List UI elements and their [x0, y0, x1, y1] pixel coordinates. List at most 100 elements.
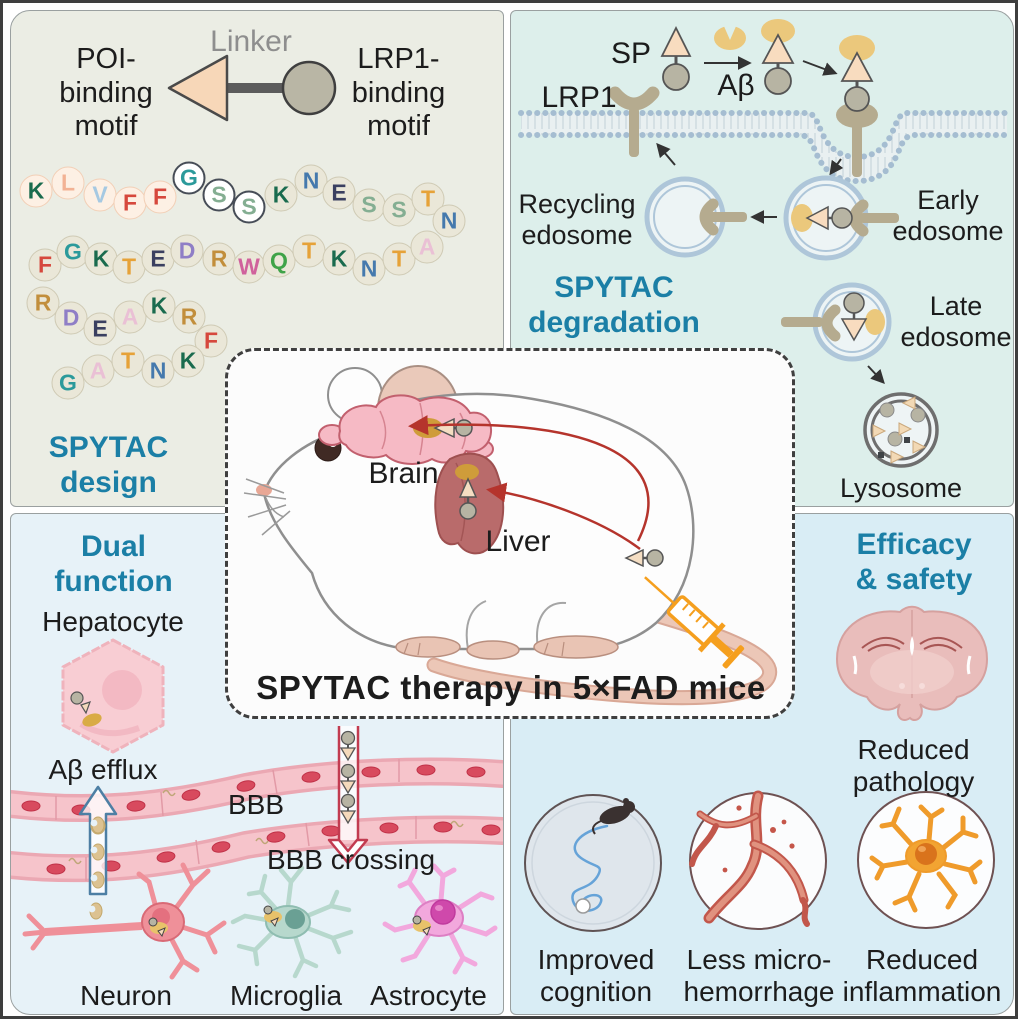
residue-T: T — [292, 234, 326, 268]
residue-G: G — [56, 235, 90, 269]
brain-label: Brain — [368, 457, 439, 490]
poi-triangle-icon — [167, 54, 229, 122]
residue-S: S — [352, 188, 386, 222]
abeta-blob-icon — [714, 24, 746, 50]
syringe-icon — [644, 576, 745, 669]
residue-V: V — [83, 178, 117, 212]
binding-arrow — [802, 60, 838, 76]
efficacy-graphic — [524, 605, 995, 932]
lrp1-binding-motif-label: LRP1- binding motif — [351, 43, 446, 143]
residue-W: W — [232, 250, 266, 284]
mouse-liver-icon — [434, 452, 505, 555]
dual-function-title: Dual function — [54, 530, 173, 598]
hepatocyte-icon — [61, 638, 165, 754]
receptor-return-arrow — [656, 142, 676, 166]
residue-D: D — [170, 234, 204, 268]
poi-binding-motif-label: POI- binding motif — [59, 43, 153, 143]
residue-N: N — [432, 204, 466, 238]
linker-bar — [224, 83, 304, 93]
residue-S: S — [382, 193, 416, 227]
residue-K: K — [322, 242, 356, 276]
arrow-to-brain — [408, 415, 650, 542]
microglia-icon — [230, 865, 354, 979]
residue-N: N — [352, 252, 386, 286]
residue-S: S — [232, 190, 266, 224]
neuron-label: Neuron — [80, 980, 172, 1011]
lrp1-receptor-icon — [608, 86, 660, 157]
lysosome-label: Lysosome — [839, 473, 963, 503]
efficacy-safety-title: Efficacy & safety — [855, 528, 973, 596]
lrp1-circle-icon — [281, 60, 337, 116]
improved-cognition-label: Improved cognition — [537, 944, 655, 1008]
residue-K: K — [264, 178, 298, 212]
residue-N: N — [141, 354, 175, 388]
abeta-efflux-arrow — [78, 785, 118, 920]
residue-K: K — [84, 242, 118, 276]
residue-T: T — [112, 250, 146, 284]
bbb-crossing-label: BBB crossing — [266, 844, 436, 875]
residue-F: F — [113, 186, 147, 220]
bbb-crossing-arrow — [327, 726, 369, 865]
residue-G: G — [172, 161, 206, 195]
spytac-degradation-title: SPYTAC degradation — [528, 271, 700, 339]
late-endosome-icon — [781, 282, 892, 362]
recycling-edosome-label: Recycling edosome — [518, 189, 636, 251]
residue-G: G — [51, 366, 85, 400]
injected-spytac-icon — [624, 548, 664, 568]
early-edosome-label: Early edosome — [892, 185, 1004, 247]
residue-Q: Q — [262, 244, 296, 278]
brain-section-icon — [835, 605, 989, 722]
liver-label: Liver — [485, 525, 551, 558]
residue-T: T — [111, 344, 145, 378]
lysosome-icon — [863, 392, 939, 468]
early-endosome-icon — [783, 175, 899, 261]
residue-R: R — [26, 286, 60, 320]
hepatocyte-label: Hepatocyte — [42, 606, 184, 637]
microhemorrhage-icon — [689, 790, 827, 930]
mouse-paws — [395, 635, 619, 660]
brain-spytac-circle — [455, 419, 473, 437]
mouse-whiskers — [243, 478, 291, 536]
reduced-inflammation-label: Reduced inflammation — [842, 944, 1002, 1008]
lrp1-label: LRP1 — [541, 81, 617, 114]
residue-A: A — [81, 354, 115, 388]
mouse-graphic — [243, 365, 778, 706]
microglia-label: Microglia — [229, 980, 343, 1011]
residue-A: A — [113, 300, 147, 334]
degradation-pathway-graphic — [518, 19, 1010, 468]
descending-molecules — [339, 730, 357, 825]
inflammation-cell-icon — [857, 791, 995, 929]
residue-E: E — [141, 242, 175, 276]
sp-abeta-complex-icon — [761, 19, 795, 95]
residue-L: L — [51, 166, 85, 200]
panel-center-mouse: Brain Liver SPYTAC therapy in 5×FAD mice — [225, 348, 795, 719]
less-microhemorrhage-label: Less micro- hemorrhage — [683, 944, 835, 1008]
residue-K: K — [171, 344, 205, 378]
maturation-arrow — [867, 365, 885, 385]
residue-E: E — [83, 312, 117, 346]
astrocyte-icon — [382, 863, 498, 975]
internalization-arrow — [829, 158, 844, 176]
water-maze-icon — [524, 794, 662, 932]
residue-R: R — [202, 242, 236, 276]
residue-A: A — [410, 230, 444, 264]
linker-schematic: . — [167, 54, 337, 122]
bbb-label: BBB — [227, 789, 285, 820]
arrow-to-liver — [486, 482, 641, 551]
liver-spytac-circle — [459, 502, 477, 520]
astrocyte-label: Astrocyte — [370, 980, 487, 1011]
residue-E: E — [322, 176, 356, 210]
dual-function-graphic — [11, 638, 503, 980]
panel-spytac-design: . POI- binding motif Linker LRP1- bindin… — [10, 10, 504, 507]
residue-F: F — [28, 248, 62, 282]
neuron-icon — [22, 862, 227, 980]
sp-label: SP — [610, 37, 652, 70]
docked-complex-icon — [836, 35, 878, 177]
abeta-label: Aβ — [717, 69, 755, 102]
residue-T: T — [382, 242, 416, 276]
reduced-pathology-label: Reduced pathology — [852, 734, 975, 798]
residue-S: S — [202, 178, 236, 212]
residue-T: T — [411, 182, 445, 216]
